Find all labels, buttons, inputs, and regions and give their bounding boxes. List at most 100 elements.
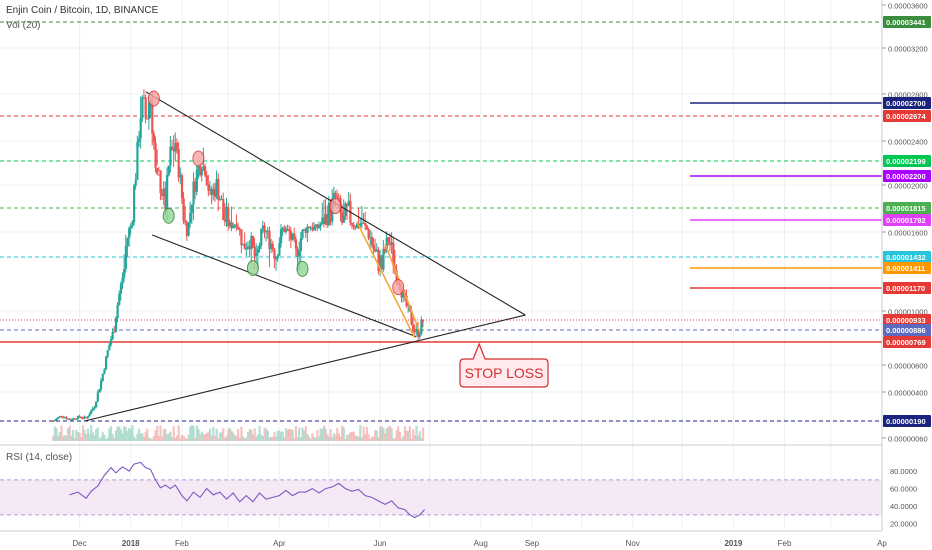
volume-bar bbox=[212, 426, 215, 441]
candle-body bbox=[161, 193, 164, 197]
volume-bar bbox=[326, 434, 329, 441]
candle-body bbox=[55, 418, 58, 421]
candle-body bbox=[85, 416, 88, 419]
candle-body bbox=[286, 229, 289, 231]
candle-body bbox=[76, 416, 80, 419]
candle-body bbox=[167, 165, 170, 175]
candle-body bbox=[233, 224, 236, 226]
marker-circle bbox=[192, 150, 205, 167]
candle-body bbox=[294, 239, 298, 249]
volume-bar bbox=[200, 431, 203, 441]
candle-body bbox=[384, 249, 387, 252]
volume-bar bbox=[230, 430, 233, 441]
volume-bar bbox=[301, 427, 304, 441]
volume-bar bbox=[62, 436, 65, 441]
volume-bar bbox=[364, 434, 367, 441]
volume-bar bbox=[418, 431, 421, 441]
volume-bar bbox=[81, 425, 85, 441]
volume-bar bbox=[119, 429, 123, 441]
candle-body bbox=[301, 229, 304, 239]
candle-body bbox=[370, 237, 373, 245]
volume-bar bbox=[352, 431, 355, 441]
volume-bar bbox=[309, 438, 312, 441]
candle-body bbox=[103, 369, 106, 374]
volume-bar bbox=[136, 433, 139, 441]
candle-body bbox=[309, 227, 312, 229]
volume-bar bbox=[65, 435, 68, 441]
volume-bar bbox=[85, 433, 88, 441]
volume-bar bbox=[349, 432, 352, 441]
volume-bar bbox=[184, 437, 187, 441]
volume-bar bbox=[113, 438, 116, 441]
volume-bar bbox=[243, 438, 246, 441]
volume-bar bbox=[144, 431, 147, 441]
volume-bar bbox=[360, 437, 364, 441]
volume-bar bbox=[392, 438, 395, 441]
candle-body bbox=[157, 174, 160, 176]
candle-body bbox=[380, 255, 383, 270]
candle-body bbox=[242, 243, 245, 246]
volume-bar bbox=[334, 434, 337, 441]
volume-bar bbox=[405, 430, 408, 441]
volume-bar bbox=[192, 426, 195, 441]
candle-body bbox=[96, 392, 99, 402]
candle-body bbox=[128, 228, 131, 239]
price-badge bbox=[883, 170, 931, 182]
candle-body bbox=[227, 206, 230, 227]
candle-body bbox=[261, 225, 265, 229]
candle-body bbox=[180, 175, 184, 199]
candle-body bbox=[139, 117, 142, 139]
volume-bar bbox=[337, 433, 340, 441]
candle-body bbox=[341, 212, 344, 223]
candle-body bbox=[78, 416, 81, 418]
candle-body bbox=[192, 181, 195, 205]
candle-body bbox=[276, 255, 279, 259]
volume-bar bbox=[410, 438, 413, 441]
candle-body bbox=[322, 217, 326, 225]
candle-body bbox=[95, 401, 98, 408]
volume-bar bbox=[53, 426, 56, 441]
candle-body bbox=[141, 97, 144, 118]
candle-body bbox=[144, 97, 147, 119]
candle-body bbox=[253, 246, 256, 257]
candle-body bbox=[245, 248, 248, 250]
volume-bar bbox=[213, 435, 217, 441]
drawings bbox=[84, 90, 526, 422]
candle-body bbox=[133, 185, 136, 223]
volume-bar bbox=[355, 436, 359, 441]
volume-bar bbox=[202, 434, 205, 441]
candle-body bbox=[220, 198, 223, 200]
candle-body bbox=[142, 97, 146, 99]
volume-bar bbox=[417, 435, 420, 441]
candle-body bbox=[395, 270, 398, 281]
volume-bar bbox=[397, 426, 400, 441]
candle-body bbox=[354, 226, 357, 229]
volume-bar bbox=[413, 435, 416, 441]
volume-bar bbox=[100, 436, 103, 441]
volume-bar bbox=[96, 427, 99, 441]
candle-body bbox=[185, 222, 189, 236]
volume-bar bbox=[332, 433, 336, 441]
x-tick-label: 2018 bbox=[122, 539, 140, 548]
candle-body bbox=[246, 246, 250, 249]
volume-bar bbox=[108, 428, 111, 441]
candle-body bbox=[299, 238, 302, 251]
candle-body bbox=[202, 166, 205, 171]
volume-bar bbox=[91, 432, 94, 441]
candle-body bbox=[83, 416, 86, 419]
volume-bar bbox=[152, 435, 156, 441]
volume-bar bbox=[156, 425, 159, 441]
candle-body bbox=[113, 331, 116, 333]
candle-body bbox=[109, 339, 113, 345]
x-tick-label: Sep bbox=[525, 539, 540, 548]
volume-bar bbox=[291, 430, 294, 441]
volume-bar bbox=[385, 428, 388, 441]
candle-body bbox=[271, 243, 274, 250]
candle-body bbox=[223, 220, 227, 222]
candle-body bbox=[62, 416, 65, 418]
volume-bar bbox=[367, 434, 370, 441]
volume-bar bbox=[303, 430, 306, 441]
price-badge-label: 0.00001170 bbox=[886, 284, 925, 293]
candle-body bbox=[388, 242, 392, 245]
volume-bar bbox=[164, 429, 167, 441]
